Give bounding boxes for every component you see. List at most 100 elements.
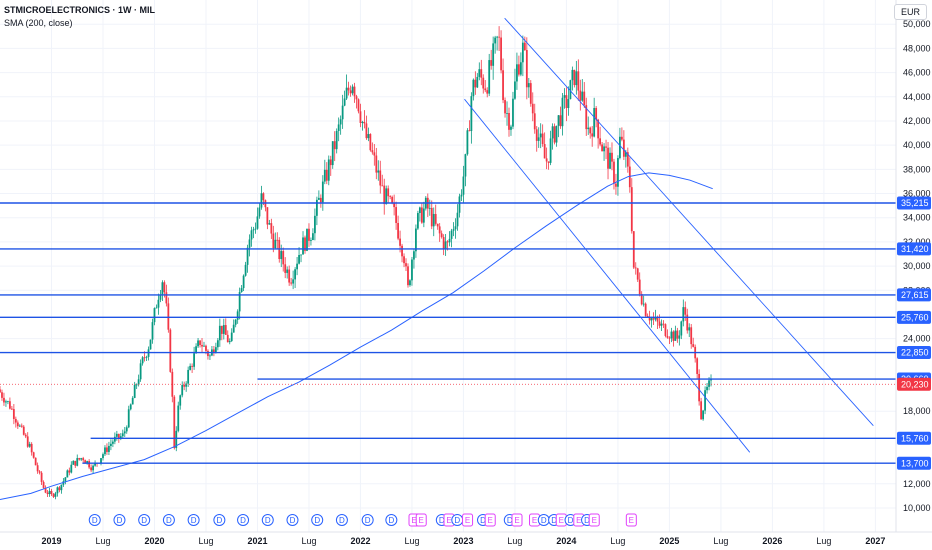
sma-200-line <box>0 172 713 500</box>
candle-body <box>395 207 398 223</box>
candle-body <box>155 307 158 309</box>
candle-body <box>226 334 229 343</box>
candle-body <box>470 96 473 131</box>
candle-body <box>537 137 540 141</box>
candle-body <box>361 121 364 123</box>
candle-body <box>678 335 681 339</box>
candle-body <box>409 280 411 286</box>
candle-body <box>20 425 23 427</box>
candle-body <box>234 319 237 325</box>
candle-body <box>553 126 556 143</box>
time-tick-label: 2024 <box>556 536 576 546</box>
candle-body <box>331 141 334 166</box>
candle-body <box>589 127 592 134</box>
candle-body <box>496 36 499 38</box>
dividend-marker-label: D <box>216 516 222 525</box>
candle-body <box>161 282 164 295</box>
dividend-marker <box>286 514 299 526</box>
candle-body <box>189 365 192 370</box>
time-tick-label: Lug <box>610 536 625 546</box>
candle-body <box>284 264 287 273</box>
time-axis-bg <box>0 532 932 550</box>
candle-body <box>626 152 629 167</box>
candle-body <box>587 127 590 130</box>
candle-body <box>187 369 190 384</box>
candle-body <box>10 408 13 410</box>
candle-body <box>494 37 497 44</box>
dividend-marker <box>138 514 151 526</box>
candle-body <box>630 187 633 232</box>
dividend-marker-label: D <box>365 516 371 525</box>
candle-body <box>605 146 607 148</box>
currency-badge[interactable]: EUR <box>893 4 927 20</box>
trendlines <box>464 17 874 453</box>
candle-body <box>183 384 186 387</box>
candle-body <box>490 60 493 66</box>
candle-body <box>317 197 320 200</box>
candle-body <box>482 77 485 89</box>
price-axis[interactable]: 10,00012,00018,00024,00028,00030,00032,0… <box>895 0 932 550</box>
candle-body <box>619 136 621 159</box>
candle-body <box>472 79 475 97</box>
time-tick-label: Lug <box>507 536 522 546</box>
candle-body <box>157 299 160 308</box>
candle-body <box>224 325 227 335</box>
candle-body <box>365 123 368 139</box>
candle-body <box>488 60 491 94</box>
candle-body <box>559 115 562 127</box>
dividend-marker-label: D <box>265 516 271 525</box>
candle-body <box>367 134 370 139</box>
candle-body <box>44 487 47 493</box>
candle-body <box>551 126 554 139</box>
candle-body <box>547 161 550 163</box>
symbol-title[interactable]: STMICROELECTRONICS · 1W · MIL <box>4 5 155 15</box>
candle-body <box>411 259 413 281</box>
candle-body <box>325 169 328 181</box>
candle-body <box>62 481 65 485</box>
time-axis[interactable]: 2019 Lug 2020 Lug 2021 Lug 2022 Lug 2023 Lug 2024 L… <box>0 531 932 550</box>
candle-body <box>603 146 605 152</box>
dividend-marker-label: D <box>166 516 172 525</box>
candle-body <box>306 228 308 251</box>
candle-body <box>571 69 574 81</box>
candle-body <box>127 409 130 428</box>
candle-body <box>535 129 538 141</box>
candle-body <box>46 492 49 495</box>
candle-body <box>90 467 93 471</box>
dividend-marker-label: D <box>480 516 486 525</box>
trendline <box>504 17 874 427</box>
candle-body <box>492 43 495 66</box>
candle-body <box>113 436 116 442</box>
candle-body <box>195 346 197 354</box>
candle-body <box>139 363 142 380</box>
candle-body <box>16 422 19 427</box>
chart-legend: STMICROELECTRONICS · 1W · MIL SMA (200, … <box>4 4 155 30</box>
candle-body <box>668 337 671 339</box>
candle-body <box>3 397 5 403</box>
candle-body <box>456 212 459 227</box>
time-tick-label: Lug <box>95 536 110 546</box>
candle-body <box>450 230 453 239</box>
candle-body <box>294 269 297 280</box>
candle-body <box>302 237 304 255</box>
candle-body <box>466 130 469 155</box>
time-tick-label: Lug <box>816 536 831 546</box>
candle-body <box>141 357 144 364</box>
earnings-marker-label: E <box>419 516 424 525</box>
candle-body <box>135 384 138 386</box>
level-price-badge-bg <box>897 288 931 302</box>
candle-body <box>510 126 512 130</box>
candle-body <box>512 98 514 127</box>
candle-body <box>9 401 11 409</box>
candle-body <box>706 386 708 391</box>
time-tick-label: 2019 <box>41 536 61 546</box>
level-price-badge: 25,760 <box>901 313 929 323</box>
indicator-label[interactable]: SMA (200, close) <box>4 18 73 28</box>
candle-body <box>310 239 312 241</box>
candle-body <box>422 208 425 223</box>
candle-body <box>700 401 703 420</box>
candles <box>0 26 712 500</box>
candle-body <box>690 327 693 345</box>
candle-body <box>682 307 685 322</box>
